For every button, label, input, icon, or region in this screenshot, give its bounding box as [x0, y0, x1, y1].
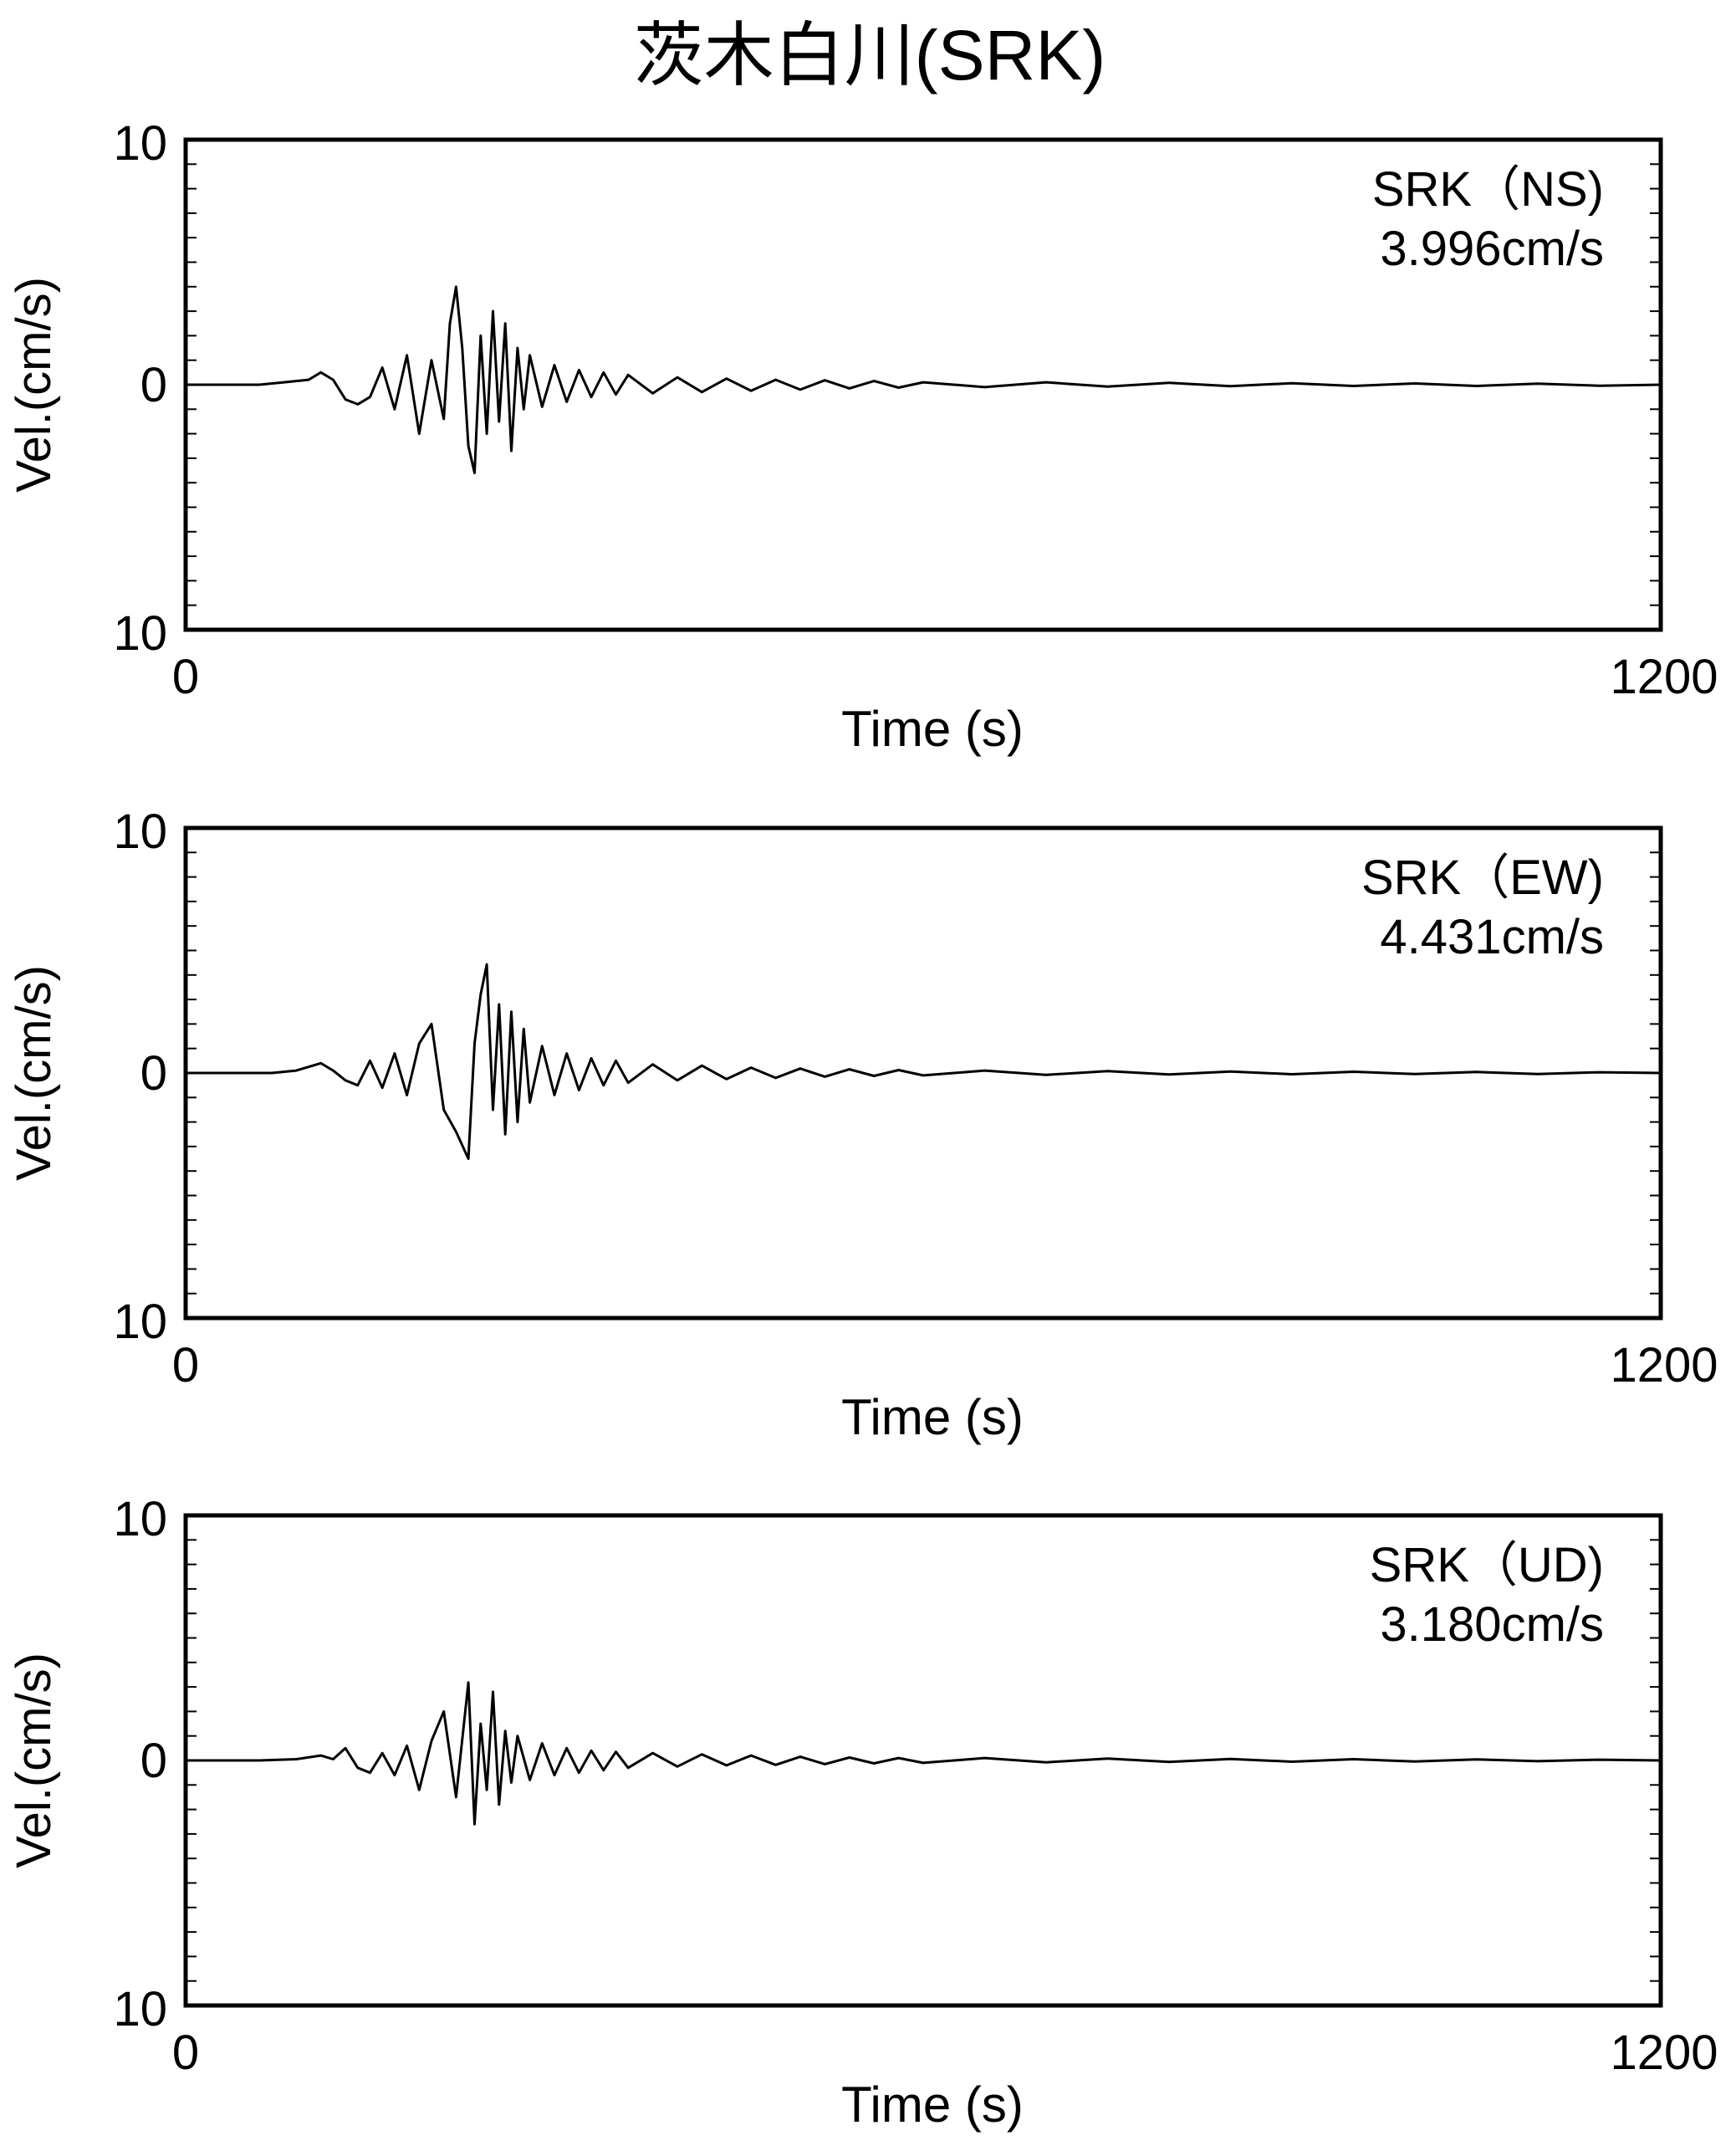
y-tick-label: 10 — [113, 1295, 167, 1349]
y-axis-label: Vel.(cm/s) — [7, 277, 61, 493]
y-tick-label: 10 — [113, 116, 167, 171]
station-component-label: SRK（NS) — [1372, 162, 1604, 217]
waveform-series — [186, 963, 1662, 1160]
x-tick-label: 1200 — [1610, 1338, 1718, 1392]
x-axis-label: Time (s) — [841, 1389, 1024, 1445]
y-tick-label: 10 — [113, 606, 167, 661]
x-axis-label: Time (s) — [841, 2077, 1024, 2133]
y-tick-label: 0 — [140, 1734, 167, 1788]
peak-velocity-label: 3.180cm/s — [1380, 1597, 1604, 1652]
peak-velocity-label: 4.431cm/s — [1380, 910, 1604, 964]
waveform-series — [186, 285, 1662, 474]
x-tick-label: 0 — [172, 1338, 199, 1392]
figure-title: 茨木白川(SRK) — [634, 16, 1106, 95]
x-tick-label: 0 — [172, 2026, 199, 2080]
y-tick-label: 10 — [113, 805, 167, 859]
x-tick-label: 1200 — [1610, 650, 1718, 704]
station-component-label: SRK（UD) — [1370, 1538, 1604, 1592]
y-tick-label: 10 — [113, 1982, 167, 2036]
station-component-label: SRK（EW) — [1361, 851, 1604, 905]
x-axis-label: Time (s) — [841, 701, 1024, 757]
plot-frame — [183, 825, 1663, 1321]
y-axis-label: Vel.(cm/s) — [7, 965, 61, 1181]
peak-velocity-label: 3.996cm/s — [1380, 222, 1604, 276]
x-tick-label: 0 — [172, 650, 199, 704]
waveform-series — [186, 1681, 1662, 1826]
y-tick-label: 0 — [140, 1046, 167, 1101]
y-tick-label: 0 — [140, 358, 167, 412]
plot-frame — [183, 1513, 1663, 2008]
y-tick-label: 10 — [113, 1492, 167, 1546]
plot-frame — [183, 137, 1663, 632]
y-axis-label: Vel.(cm/s) — [7, 1653, 61, 1868]
x-tick-label: 1200 — [1610, 2026, 1718, 2080]
